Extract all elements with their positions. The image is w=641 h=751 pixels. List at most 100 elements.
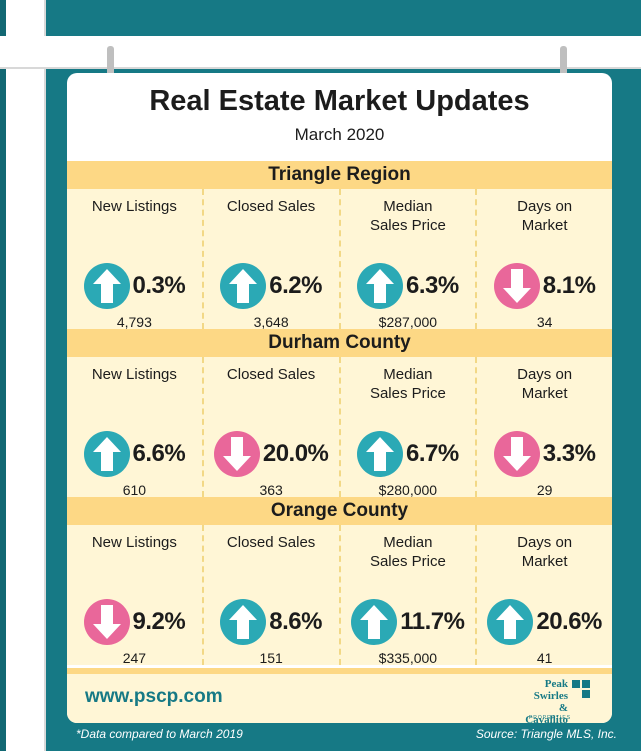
arrow-up-icon [487, 599, 534, 645]
page-subtitle: March 2020 [294, 125, 385, 144]
metric-change-row: 3.3% [477, 431, 612, 477]
sign-hook-left [107, 46, 114, 78]
metric-percent: 8.1% [542, 272, 596, 299]
metric-label: Closed Sales [226, 534, 316, 551]
metric-percent: 8.6% [269, 608, 322, 635]
website-link[interactable]: www.pscp.com [85, 686, 223, 707]
arrow-up-icon [83, 263, 130, 309]
metric-label: New Listings [91, 366, 177, 383]
metric-change-row: 6.3% [341, 263, 476, 309]
metric-value: 41 [536, 650, 553, 666]
metric-percent: 6.2% [269, 272, 322, 299]
metric-percent: 9.2% [132, 608, 186, 635]
arrow-up-icon [220, 263, 267, 309]
metric-change-row: 6.6% [67, 431, 202, 477]
footer-bar: www.pscp.com Peak Swirles & Cavallito PR… [67, 668, 612, 723]
metric-percent: 6.7% [406, 440, 459, 467]
metric-label: Closed Sales [226, 366, 316, 383]
metric-card: Median Sales Price 11.7% $335,000 [341, 525, 478, 666]
sign-hook-right [560, 46, 567, 78]
metric-value: 34 [536, 314, 553, 330]
market-section: Orange County New Listings 9.2% 247 Closed S… [67, 497, 612, 666]
arrow-up-icon [351, 599, 398, 645]
section-heading: Orange County [67, 497, 612, 525]
arrow-down-icon [213, 431, 260, 477]
metric-value: 247 [122, 650, 147, 666]
metric-value: 610 [122, 482, 147, 498]
metric-card: Closed Sales 8.6% 151 [204, 525, 341, 666]
metric-card: New Listings 6.6% 610 [67, 357, 204, 498]
metric-change-row: 6.2% [204, 263, 339, 309]
metric-card: New Listings 9.2% 247 [67, 525, 204, 666]
metric-value: $335,000 [378, 650, 438, 666]
metric-change-row: 0.3% [67, 263, 202, 309]
metric-percent: 6.6% [132, 440, 186, 467]
metric-percent: 3.3% [542, 440, 596, 467]
arrow-up-icon [83, 431, 130, 477]
metric-label: Median Sales Price [369, 366, 446, 402]
metric-percent: 0.3% [132, 272, 186, 299]
footnote: *Data compared to March 2019 [76, 727, 243, 741]
brand-logo: Peak Swirles & Cavallito PROPERTIES [520, 678, 600, 723]
metric-label: Median Sales Price [369, 534, 446, 570]
metric-percent: 20.0% [262, 440, 329, 467]
metric-label: Median Sales Price [369, 198, 446, 234]
metric-value: $287,000 [378, 314, 438, 330]
section-heading: Durham County [67, 329, 612, 357]
section-heading: Triangle Region [67, 161, 612, 189]
arrow-down-icon [83, 599, 130, 645]
metric-value: 29 [536, 482, 553, 498]
sign-post [6, 0, 46, 751]
metric-value: 363 [259, 482, 283, 498]
metric-change-row: 20.0% [204, 431, 339, 477]
metric-percent: 11.7% [400, 608, 465, 635]
metric-card: New Listings 0.3% 4,793 [67, 189, 204, 330]
arrow-up-icon [357, 431, 404, 477]
metric-label: Days on Market [517, 534, 573, 570]
metric-change-row: 6.7% [341, 431, 476, 477]
brand-line1: Peak [544, 678, 568, 690]
metric-change-row: 11.7% [341, 599, 476, 645]
metric-value: 3,648 [253, 314, 289, 330]
source-note: Source: Triangle MLS, Inc. [475, 727, 617, 741]
sign-board: Real Estate Market Updates March 2020 Tr… [67, 73, 612, 723]
metric-card: Days on Market 8.1% 34 [477, 189, 612, 330]
metric-percent: 6.3% [406, 272, 459, 299]
arrow-up-icon [357, 263, 404, 309]
arrow-up-icon [220, 599, 267, 645]
metric-label: Closed Sales [226, 198, 316, 215]
metric-change-row: 8.6% [204, 599, 339, 645]
market-section: Triangle Region New Listings 0.3% 4,793 Clos… [67, 161, 612, 330]
market-section: Durham County New Listings 6.6% 610 Closed S… [67, 329, 612, 498]
metric-change-row: 9.2% [67, 599, 202, 645]
page-title: Real Estate Market Updates [149, 85, 530, 117]
logo-square [582, 690, 590, 698]
metric-label: New Listings [91, 534, 177, 551]
metric-card: Days on Market 3.3% 29 [477, 357, 612, 498]
metric-card: Median Sales Price 6.3% $287,000 [341, 189, 478, 330]
brand-tagline: PROPERTIES [528, 715, 572, 721]
metric-value: $280,000 [378, 482, 438, 498]
section-metrics: New Listings 6.6% 610 Closed Sales 20.0% 363 M… [67, 357, 612, 498]
section-metrics: New Listings 0.3% 4,793 Closed Sales 6.2% 3,6… [67, 189, 612, 330]
metric-change-row: 20.6% [477, 599, 612, 645]
metric-card: Median Sales Price 6.7% $280,000 [341, 357, 478, 498]
sign-beam [0, 36, 641, 69]
logo-square [582, 680, 590, 688]
section-metrics: New Listings 9.2% 247 Closed Sales 8.6% 151 Me… [67, 525, 612, 666]
metric-label: Days on Market [517, 198, 573, 234]
metric-label: New Listings [91, 198, 177, 215]
brand-line2: Swirles [533, 690, 568, 702]
metric-value: 4,793 [116, 314, 152, 330]
metric-card: Days on Market 20.6% 41 [477, 525, 612, 666]
metric-label: Days on Market [517, 366, 573, 402]
logo-square [572, 680, 580, 688]
arrow-down-icon [493, 263, 540, 309]
metric-value: 151 [259, 650, 283, 666]
metric-card: Closed Sales 6.2% 3,648 [204, 189, 341, 330]
metric-percent: 20.6% [536, 608, 602, 635]
metric-card: Closed Sales 20.0% 363 [204, 357, 341, 498]
metric-change-row: 8.1% [477, 263, 612, 309]
brand-line3: & Cavallito [525, 702, 568, 723]
arrow-down-icon [493, 431, 540, 477]
